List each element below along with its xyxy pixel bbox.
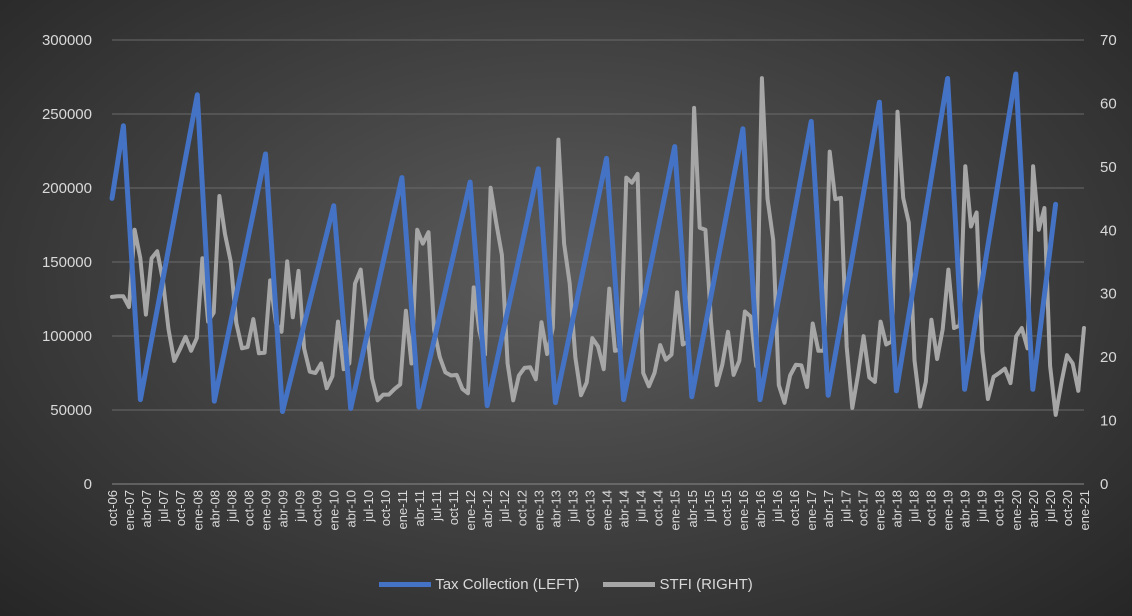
y-left-tick-label: 50000 (50, 402, 92, 419)
x-tick-label: jul-19 (975, 490, 990, 523)
x-tick-label: oct-19 (992, 490, 1007, 526)
x-tick-label: jul-20 (1043, 490, 1058, 523)
x-tick-label: abr-12 (480, 490, 495, 528)
x-tick-label: oct-18 (924, 490, 939, 526)
x-tick-label: ene-09 (258, 490, 273, 530)
x-tick-label: abr-07 (139, 490, 154, 528)
y-right-tick-label: 30 (1100, 286, 1117, 303)
legend: Tax Collection (LEFT) STFI (RIGHT) (0, 576, 1132, 593)
legend-label-tax: Tax Collection (LEFT) (435, 576, 580, 593)
x-tick-label: oct-16 (787, 490, 802, 526)
x-tick-label: abr-10 (344, 490, 359, 528)
x-tick-label: jul-16 (770, 490, 785, 523)
series-line-tax (109, 71, 1059, 414)
left-axis-ticks: 0 50000 100000 150000 200000 250000 300000 (42, 32, 92, 493)
y-left-tick-label: 100000 (42, 328, 92, 345)
y-right-tick-label: 70 (1100, 32, 1117, 49)
x-tick-label: jul-13 (565, 490, 580, 523)
x-tick-label: oct-15 (719, 490, 734, 526)
x-tick-label: abr-16 (753, 490, 768, 528)
x-tick-label: oct-14 (651, 490, 666, 526)
y-right-tick-label: 60 (1100, 95, 1117, 112)
y-left-tick-label: 300000 (42, 32, 92, 49)
legend-label-stfi: STFI (RIGHT) (659, 576, 753, 593)
y-right-tick-label: 0 (1100, 476, 1108, 493)
x-tick-label: jul-10 (361, 490, 376, 523)
x-tick-label: ene-10 (327, 490, 342, 530)
x-tick-label: ene-18 (872, 490, 887, 530)
y-right-tick-label: 10 (1100, 413, 1117, 430)
x-tick-label: oct-12 (514, 490, 529, 526)
x-tick-label: ene-16 (736, 490, 751, 530)
x-tick-label: oct-07 (173, 490, 188, 526)
x-tick-label: oct-13 (582, 490, 597, 526)
y-left-tick-label: 150000 (42, 254, 92, 271)
legend-item-tax: Tax Collection (LEFT) (379, 576, 579, 593)
x-tick-label: ene-20 (1009, 490, 1024, 530)
x-tick-label: oct-06 (105, 490, 120, 526)
legend-item-stfi: STFI (RIGHT) (603, 576, 753, 593)
y-right-tick-label: 40 (1100, 222, 1117, 239)
x-tick-label: abr-08 (207, 490, 222, 528)
x-tick-label: abr-11 (412, 490, 427, 527)
x-tick-label: jul-07 (156, 490, 171, 523)
x-tick-label: abr-15 (685, 490, 700, 528)
x-tick-label: ene-14 (600, 490, 615, 530)
series-lines (109, 71, 1086, 417)
legend-swatch-tax (379, 582, 432, 587)
x-tick-label: oct-10 (378, 490, 393, 526)
x-tick-label: oct-08 (241, 490, 256, 526)
x-tick-label: ene-15 (668, 490, 683, 530)
x-tick-label: jul-15 (702, 490, 717, 523)
x-tick-label: jul-11 (429, 490, 444, 522)
x-tick-label: jul-12 (497, 490, 512, 523)
x-tick-label: abr-18 (889, 490, 904, 528)
x-tick-label: abr-19 (958, 490, 973, 528)
x-tick-label: oct-11 (446, 490, 461, 525)
y-left-tick-label: 250000 (42, 106, 92, 123)
x-tick-label: ene-17 (804, 490, 819, 530)
x-tick-label: ene-13 (531, 490, 546, 530)
x-tick-label: abr-20 (1026, 490, 1041, 528)
y-left-tick-label: 0 (84, 476, 92, 493)
y-right-tick-label: 20 (1100, 349, 1117, 366)
x-axis-ticks: oct-06 ene-07 abr-07 jul-07 oct-07 ene-08 abr-… (105, 490, 1092, 530)
x-tick-label: jul-17 (838, 490, 853, 523)
x-tick-label: jul-08 (224, 490, 239, 523)
gridlines (112, 39, 1084, 485)
x-tick-label: oct-09 (310, 490, 325, 526)
x-tick-label: ene-07 (122, 490, 137, 530)
x-tick-label: abr-09 (276, 490, 291, 528)
x-tick-label: jul-14 (634, 490, 649, 523)
right-axis-ticks: 0 10 20 30 40 50 60 70 (1100, 32, 1117, 493)
x-tick-label: abr-13 (548, 490, 563, 528)
x-tick-label: oct-17 (855, 490, 870, 526)
x-tick-label: ene-08 (190, 490, 205, 530)
x-tick-label: ene-11 (395, 490, 410, 530)
x-tick-label: ene-12 (463, 490, 478, 530)
x-tick-label: abr-17 (821, 490, 836, 528)
x-tick-label: abr-14 (617, 490, 632, 528)
x-tick-label: jul-18 (906, 490, 921, 523)
x-tick-label: ene-21 (1077, 490, 1092, 530)
legend-swatch-stfi (603, 582, 656, 587)
x-tick-label: ene-19 (941, 490, 956, 530)
x-tick-label: jul-09 (293, 490, 308, 523)
y-left-tick-label: 200000 (42, 180, 92, 197)
x-tick-label: oct-20 (1060, 490, 1075, 526)
y-right-tick-label: 50 (1100, 159, 1117, 176)
